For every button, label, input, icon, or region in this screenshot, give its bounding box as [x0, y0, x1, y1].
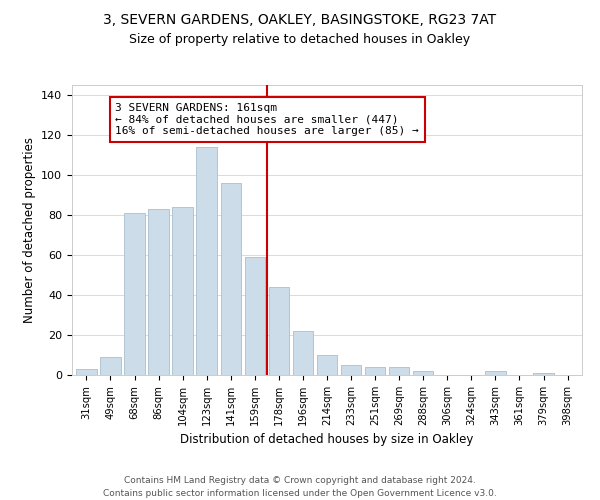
- X-axis label: Distribution of detached houses by size in Oakley: Distribution of detached houses by size …: [181, 434, 473, 446]
- Bar: [341, 365, 361, 375]
- Bar: [124, 213, 145, 375]
- Bar: [413, 371, 433, 375]
- Bar: [365, 367, 385, 375]
- Bar: [76, 369, 97, 375]
- Text: Contains public sector information licensed under the Open Government Licence v3: Contains public sector information licen…: [103, 489, 497, 498]
- Bar: [269, 287, 289, 375]
- Bar: [245, 257, 265, 375]
- Text: 3 SEVERN GARDENS: 161sqm
← 84% of detached houses are smaller (447)
16% of semi-: 3 SEVERN GARDENS: 161sqm ← 84% of detach…: [115, 103, 419, 136]
- Text: Size of property relative to detached houses in Oakley: Size of property relative to detached ho…: [130, 32, 470, 46]
- Bar: [172, 207, 193, 375]
- Bar: [389, 367, 409, 375]
- Bar: [293, 331, 313, 375]
- Bar: [196, 147, 217, 375]
- Bar: [485, 371, 506, 375]
- Bar: [533, 373, 554, 375]
- Bar: [100, 357, 121, 375]
- Bar: [148, 209, 169, 375]
- Y-axis label: Number of detached properties: Number of detached properties: [23, 137, 35, 323]
- Text: Contains HM Land Registry data © Crown copyright and database right 2024.: Contains HM Land Registry data © Crown c…: [124, 476, 476, 485]
- Bar: [221, 183, 241, 375]
- Bar: [317, 355, 337, 375]
- Text: 3, SEVERN GARDENS, OAKLEY, BASINGSTOKE, RG23 7AT: 3, SEVERN GARDENS, OAKLEY, BASINGSTOKE, …: [103, 12, 497, 26]
